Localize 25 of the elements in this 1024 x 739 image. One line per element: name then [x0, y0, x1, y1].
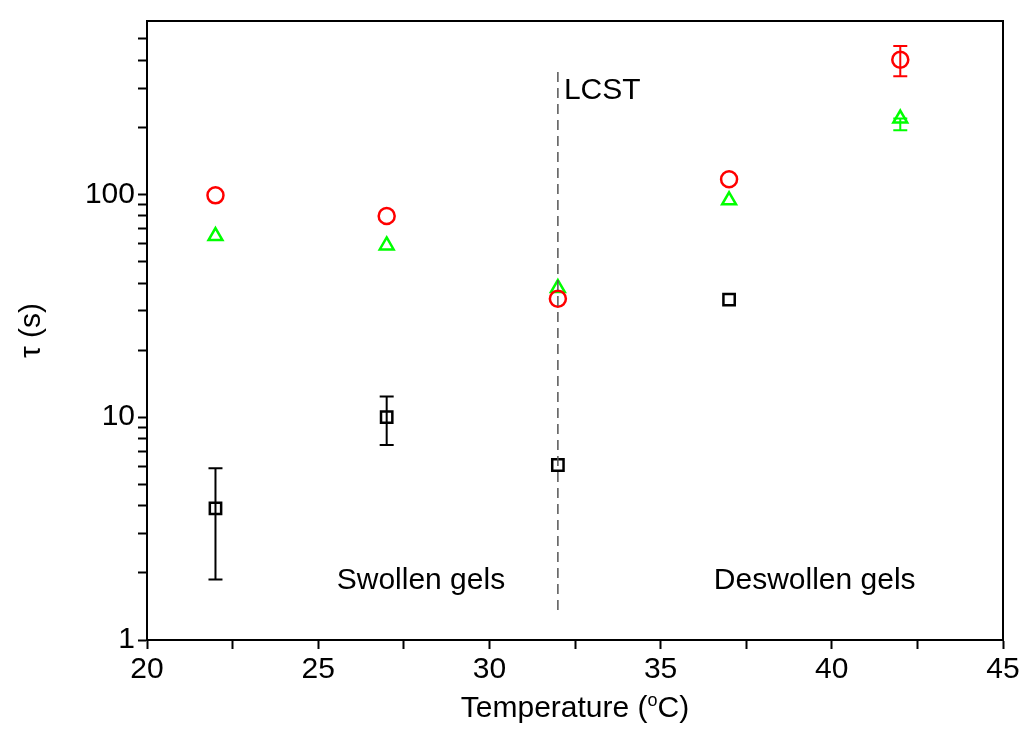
- point: [378, 236, 395, 251]
- point: [206, 186, 225, 205]
- point: [722, 292, 736, 307]
- point: [720, 191, 738, 206]
- point: [548, 289, 568, 309]
- x-tick-label: 25: [301, 651, 335, 685]
- x-tick-label: 30: [472, 651, 507, 685]
- annotation: Swollen gels: [336, 562, 506, 596]
- x-tick-label: 40: [815, 651, 849, 685]
- point: [207, 226, 224, 242]
- annotation: Deswollen gels: [713, 562, 916, 596]
- ref-line-label: LCST: [563, 72, 641, 106]
- point: [719, 169, 739, 189]
- y-tick-label: 100: [84, 175, 135, 209]
- y-axis-title: τ (s): [13, 302, 47, 359]
- point: [208, 501, 223, 516]
- x-tick-label: 45: [986, 651, 1020, 685]
- y-tick-label: 10: [101, 398, 135, 432]
- point: [379, 410, 394, 425]
- x-tick-label: 35: [643, 651, 678, 685]
- x-axis-title: Temperature ($^{o}$C): [459, 690, 691, 724]
- point: [891, 50, 910, 69]
- point: [892, 109, 909, 124]
- point: [377, 206, 396, 226]
- point: [550, 458, 565, 472]
